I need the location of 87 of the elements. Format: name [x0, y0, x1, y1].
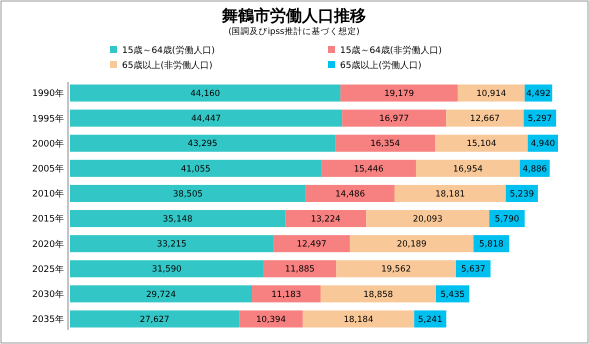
data-label: 5,790	[494, 214, 520, 225]
data-label: 5,239	[510, 189, 534, 200]
data-label: 10,914	[476, 89, 506, 100]
data-label: 11,885	[284, 264, 315, 275]
bar	[335, 134, 436, 152]
data-label: 10,394	[256, 314, 286, 325]
data-label: 4,940	[530, 139, 556, 150]
data-label: 12,667	[470, 114, 500, 124]
bar	[70, 310, 240, 328]
y-tick-label: 1995年	[32, 113, 64, 124]
y-tick-label: 2020年	[32, 238, 64, 250]
legend-label: 65歳以上(労働人口)	[340, 60, 422, 72]
data-label: 5,297	[528, 114, 552, 124]
data-label: 19,179	[384, 89, 414, 100]
legend-label: 65歳以上(非労働人口)	[122, 60, 212, 72]
data-label: 29,724	[146, 290, 176, 300]
y-tick-label: 2000年	[32, 138, 64, 150]
bar	[273, 235, 350, 252]
data-label: 41,055	[180, 164, 211, 174]
y-tick-label: 1990年	[32, 88, 64, 100]
data-label: 16,977	[379, 114, 410, 124]
bar	[435, 134, 528, 152]
bar	[342, 110, 446, 127]
data-label: 44,160	[190, 89, 220, 100]
data-label: 20,093	[412, 214, 443, 225]
y-tick-label: 2030年	[32, 289, 64, 300]
bar	[252, 285, 320, 302]
bar	[306, 184, 394, 202]
data-label: 16,954	[453, 164, 483, 174]
y-tick-label: 2015年	[32, 214, 64, 225]
legend-label: 15歳～64歳(非労働人口)	[340, 45, 442, 56]
data-label: 18,184	[344, 314, 374, 325]
bar	[70, 210, 286, 228]
y-tick-label: 2035年	[32, 314, 64, 326]
y-tick-label: 2010年	[32, 188, 64, 200]
data-label: 11,183	[271, 290, 302, 300]
bar	[458, 84, 525, 102]
data-label: 20,189	[396, 240, 427, 250]
y-tick-label: 2005年	[32, 164, 64, 174]
bar	[340, 84, 458, 102]
data-label: 5,435	[440, 290, 465, 300]
bar	[320, 285, 436, 302]
bar	[70, 134, 336, 152]
legend-label: 15歳～64歳(労働人口)	[122, 45, 215, 56]
bar	[70, 285, 252, 302]
data-label: 4,492	[526, 89, 551, 100]
data-label: 35,148	[162, 214, 192, 225]
bar	[285, 210, 366, 228]
data-label: 5,637	[461, 264, 486, 275]
data-label: 4,886	[522, 164, 547, 174]
data-label: 16,354	[370, 139, 400, 150]
bar	[70, 160, 322, 177]
data-label: 19,562	[381, 264, 411, 275]
data-label: 44,447	[191, 114, 221, 124]
bar	[456, 260, 491, 278]
bar	[70, 84, 340, 102]
bar	[350, 235, 474, 252]
bar	[70, 260, 264, 278]
bar	[416, 160, 520, 177]
bar	[394, 184, 506, 202]
bar	[321, 160, 416, 177]
bar	[302, 310, 414, 328]
data-label: 43,295	[188, 139, 218, 150]
chart-title: 舞鶴市労働人口推移	[221, 6, 366, 25]
data-label: 38,505	[173, 189, 203, 200]
data-label: 13,224	[310, 214, 341, 225]
bar	[446, 110, 524, 127]
data-label: 27,627	[140, 314, 170, 325]
data-label: 15,104	[466, 139, 496, 150]
data-label: 18,858	[363, 290, 394, 300]
data-label: 33,215	[156, 240, 187, 250]
bar	[70, 110, 342, 127]
y-tick-label: 2025年	[32, 264, 64, 275]
data-label: 12,497	[296, 240, 327, 250]
data-label: 31,590	[152, 264, 182, 275]
data-label: 15,446	[354, 164, 384, 174]
bar	[263, 260, 336, 278]
chart-subtitle: (国調及びipss推計に基づく想定)	[228, 26, 360, 37]
bar	[336, 260, 456, 278]
bar	[70, 184, 306, 202]
data-label: 18,181	[435, 189, 466, 200]
data-label: 5,241	[418, 314, 442, 325]
bar	[239, 310, 303, 328]
data-label: 14,486	[335, 189, 366, 200]
bar	[366, 210, 490, 228]
data-label: 5,818	[479, 240, 504, 250]
bar	[70, 235, 274, 252]
